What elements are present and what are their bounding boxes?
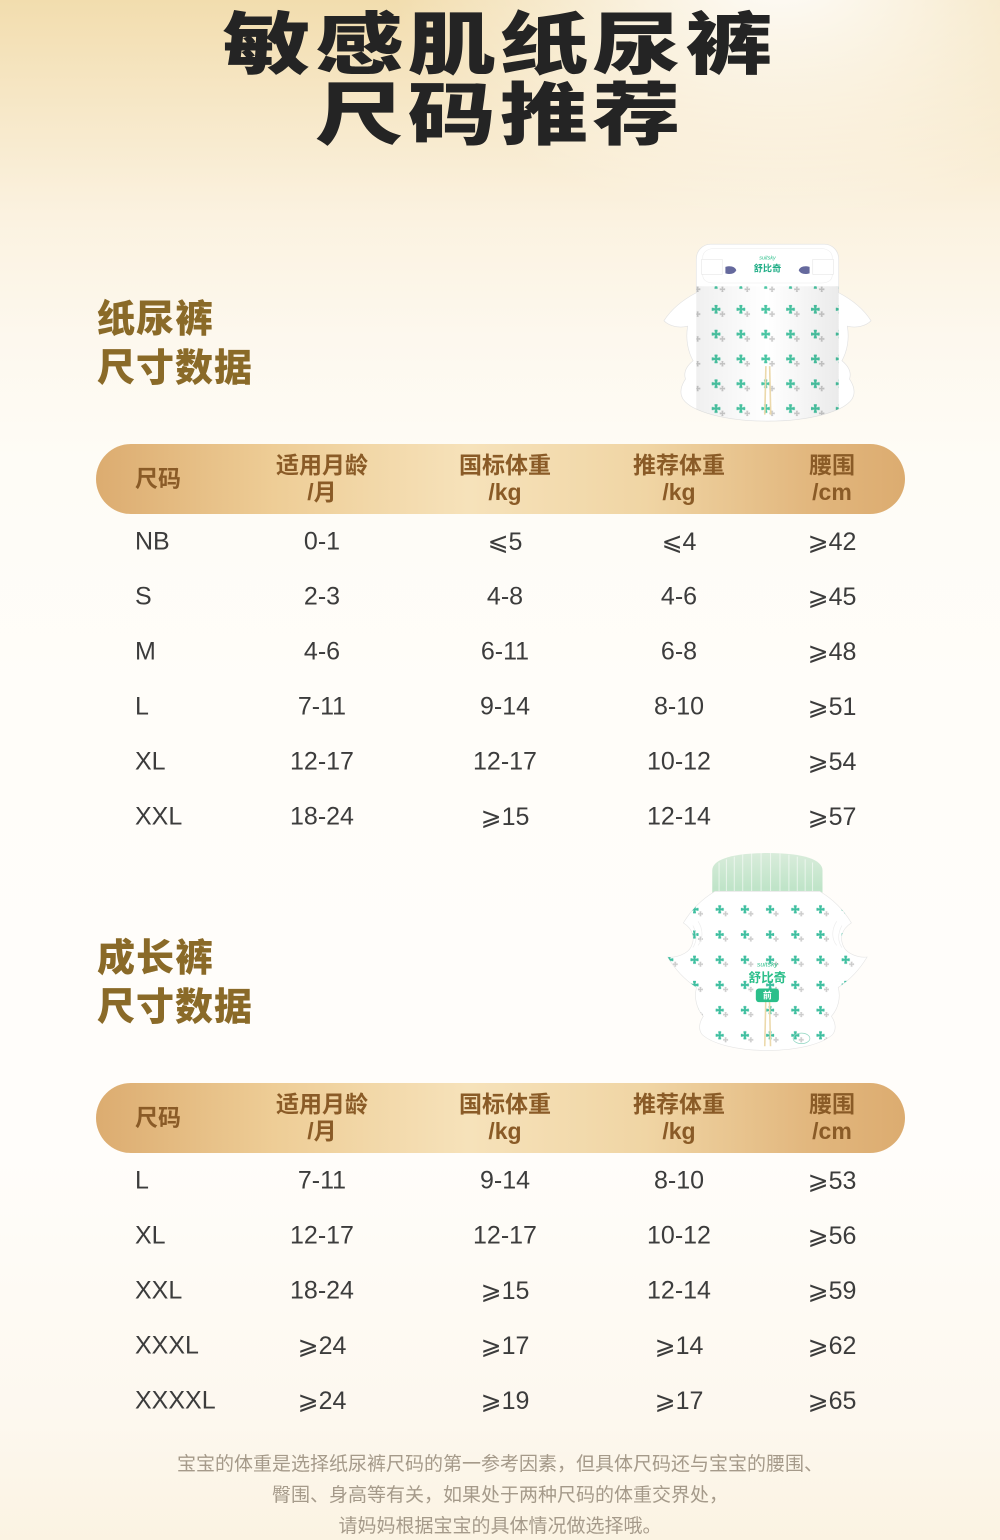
svg-text:suitsky: suitsky <box>757 961 778 968</box>
svg-text:suitsky: suitsky <box>759 255 776 261</box>
svg-text:舒比奇: 舒比奇 <box>748 970 786 985</box>
svg-text:舒比奇: 舒比奇 <box>754 263 781 274</box>
svg-text:前: 前 <box>763 989 772 1000</box>
